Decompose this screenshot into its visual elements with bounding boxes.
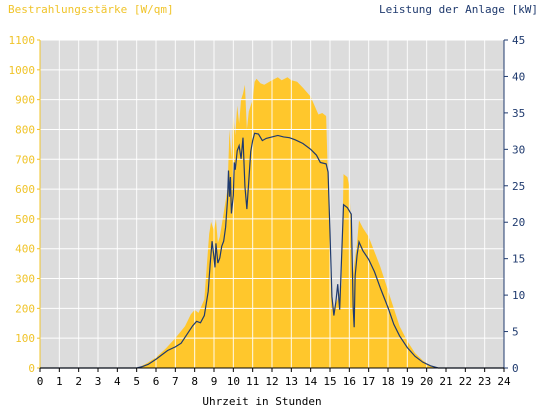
right-tick-label: 30 [512, 143, 525, 156]
x-tick-label: 11 [246, 375, 259, 388]
x-tick-label: 20 [420, 375, 433, 388]
right-tick-label: 20 [512, 216, 525, 229]
right-tick-label: 0 [512, 362, 519, 375]
left-tick-label: 500 [15, 213, 35, 226]
x-tick-label: 13 [285, 375, 298, 388]
x-tick-label: 0 [37, 375, 44, 388]
power-line [40, 132, 504, 369]
left-tick-label: 100 [15, 332, 35, 345]
right-tick-label: 15 [512, 253, 525, 266]
x-tick-label: 19 [401, 375, 414, 388]
right-tick-label: 25 [512, 180, 525, 193]
x-tick-label: 7 [172, 375, 179, 388]
x-tick-label: 16 [343, 375, 356, 388]
right-tick-label: 35 [512, 107, 525, 120]
x-tick-label: 10 [227, 375, 240, 388]
x-axis-title: Uhrzeit in Stunden [202, 395, 321, 408]
x-tick-label: 12 [265, 375, 278, 388]
left-tick-label: 300 [15, 273, 35, 286]
x-tick-label: 22 [459, 375, 472, 388]
left-tick-label: 700 [15, 153, 35, 166]
x-tick-label: 4 [114, 375, 121, 388]
left-axis-title: Bestrahlungsstärke [W/qm] [8, 3, 174, 16]
right-tick-label: 40 [512, 70, 525, 83]
left-tick-label: 1000 [9, 64, 36, 77]
left-tick-label: 900 [15, 94, 35, 107]
left-tick-label: 0 [28, 362, 35, 375]
x-tick-label: 3 [95, 375, 102, 388]
x-tick-label: 17 [362, 375, 375, 388]
left-tick-label: 600 [15, 183, 35, 196]
right-tick-label: 5 [512, 326, 519, 339]
grid-overlay [40, 39, 504, 368]
tick-labels: 0100200300400500600700800900100011000510… [9, 34, 526, 388]
x-tick-label: 2 [75, 375, 82, 388]
left-tick-label: 200 [15, 302, 35, 315]
x-tick-label: 23 [478, 375, 491, 388]
left-tick-label: 800 [15, 123, 35, 136]
x-tick-label: 21 [439, 375, 452, 388]
x-tick-label: 15 [323, 375, 336, 388]
x-tick-label: 6 [153, 375, 160, 388]
right-tick-label: 45 [512, 34, 525, 47]
left-tick-label: 1100 [9, 34, 36, 47]
right-axis-title: Leistung der Anlage [kW] [379, 3, 538, 16]
left-tick-label: 400 [15, 243, 35, 256]
axes [37, 39, 508, 372]
x-tick-label: 9 [211, 375, 218, 388]
x-tick-label: 24 [497, 375, 511, 388]
x-tick-label: 5 [133, 375, 140, 388]
right-tick-label: 10 [512, 289, 525, 302]
x-tick-label: 18 [381, 375, 394, 388]
x-tick-label: 1 [56, 375, 63, 388]
x-tick-label: 14 [304, 375, 318, 388]
x-tick-label: 8 [191, 375, 198, 388]
